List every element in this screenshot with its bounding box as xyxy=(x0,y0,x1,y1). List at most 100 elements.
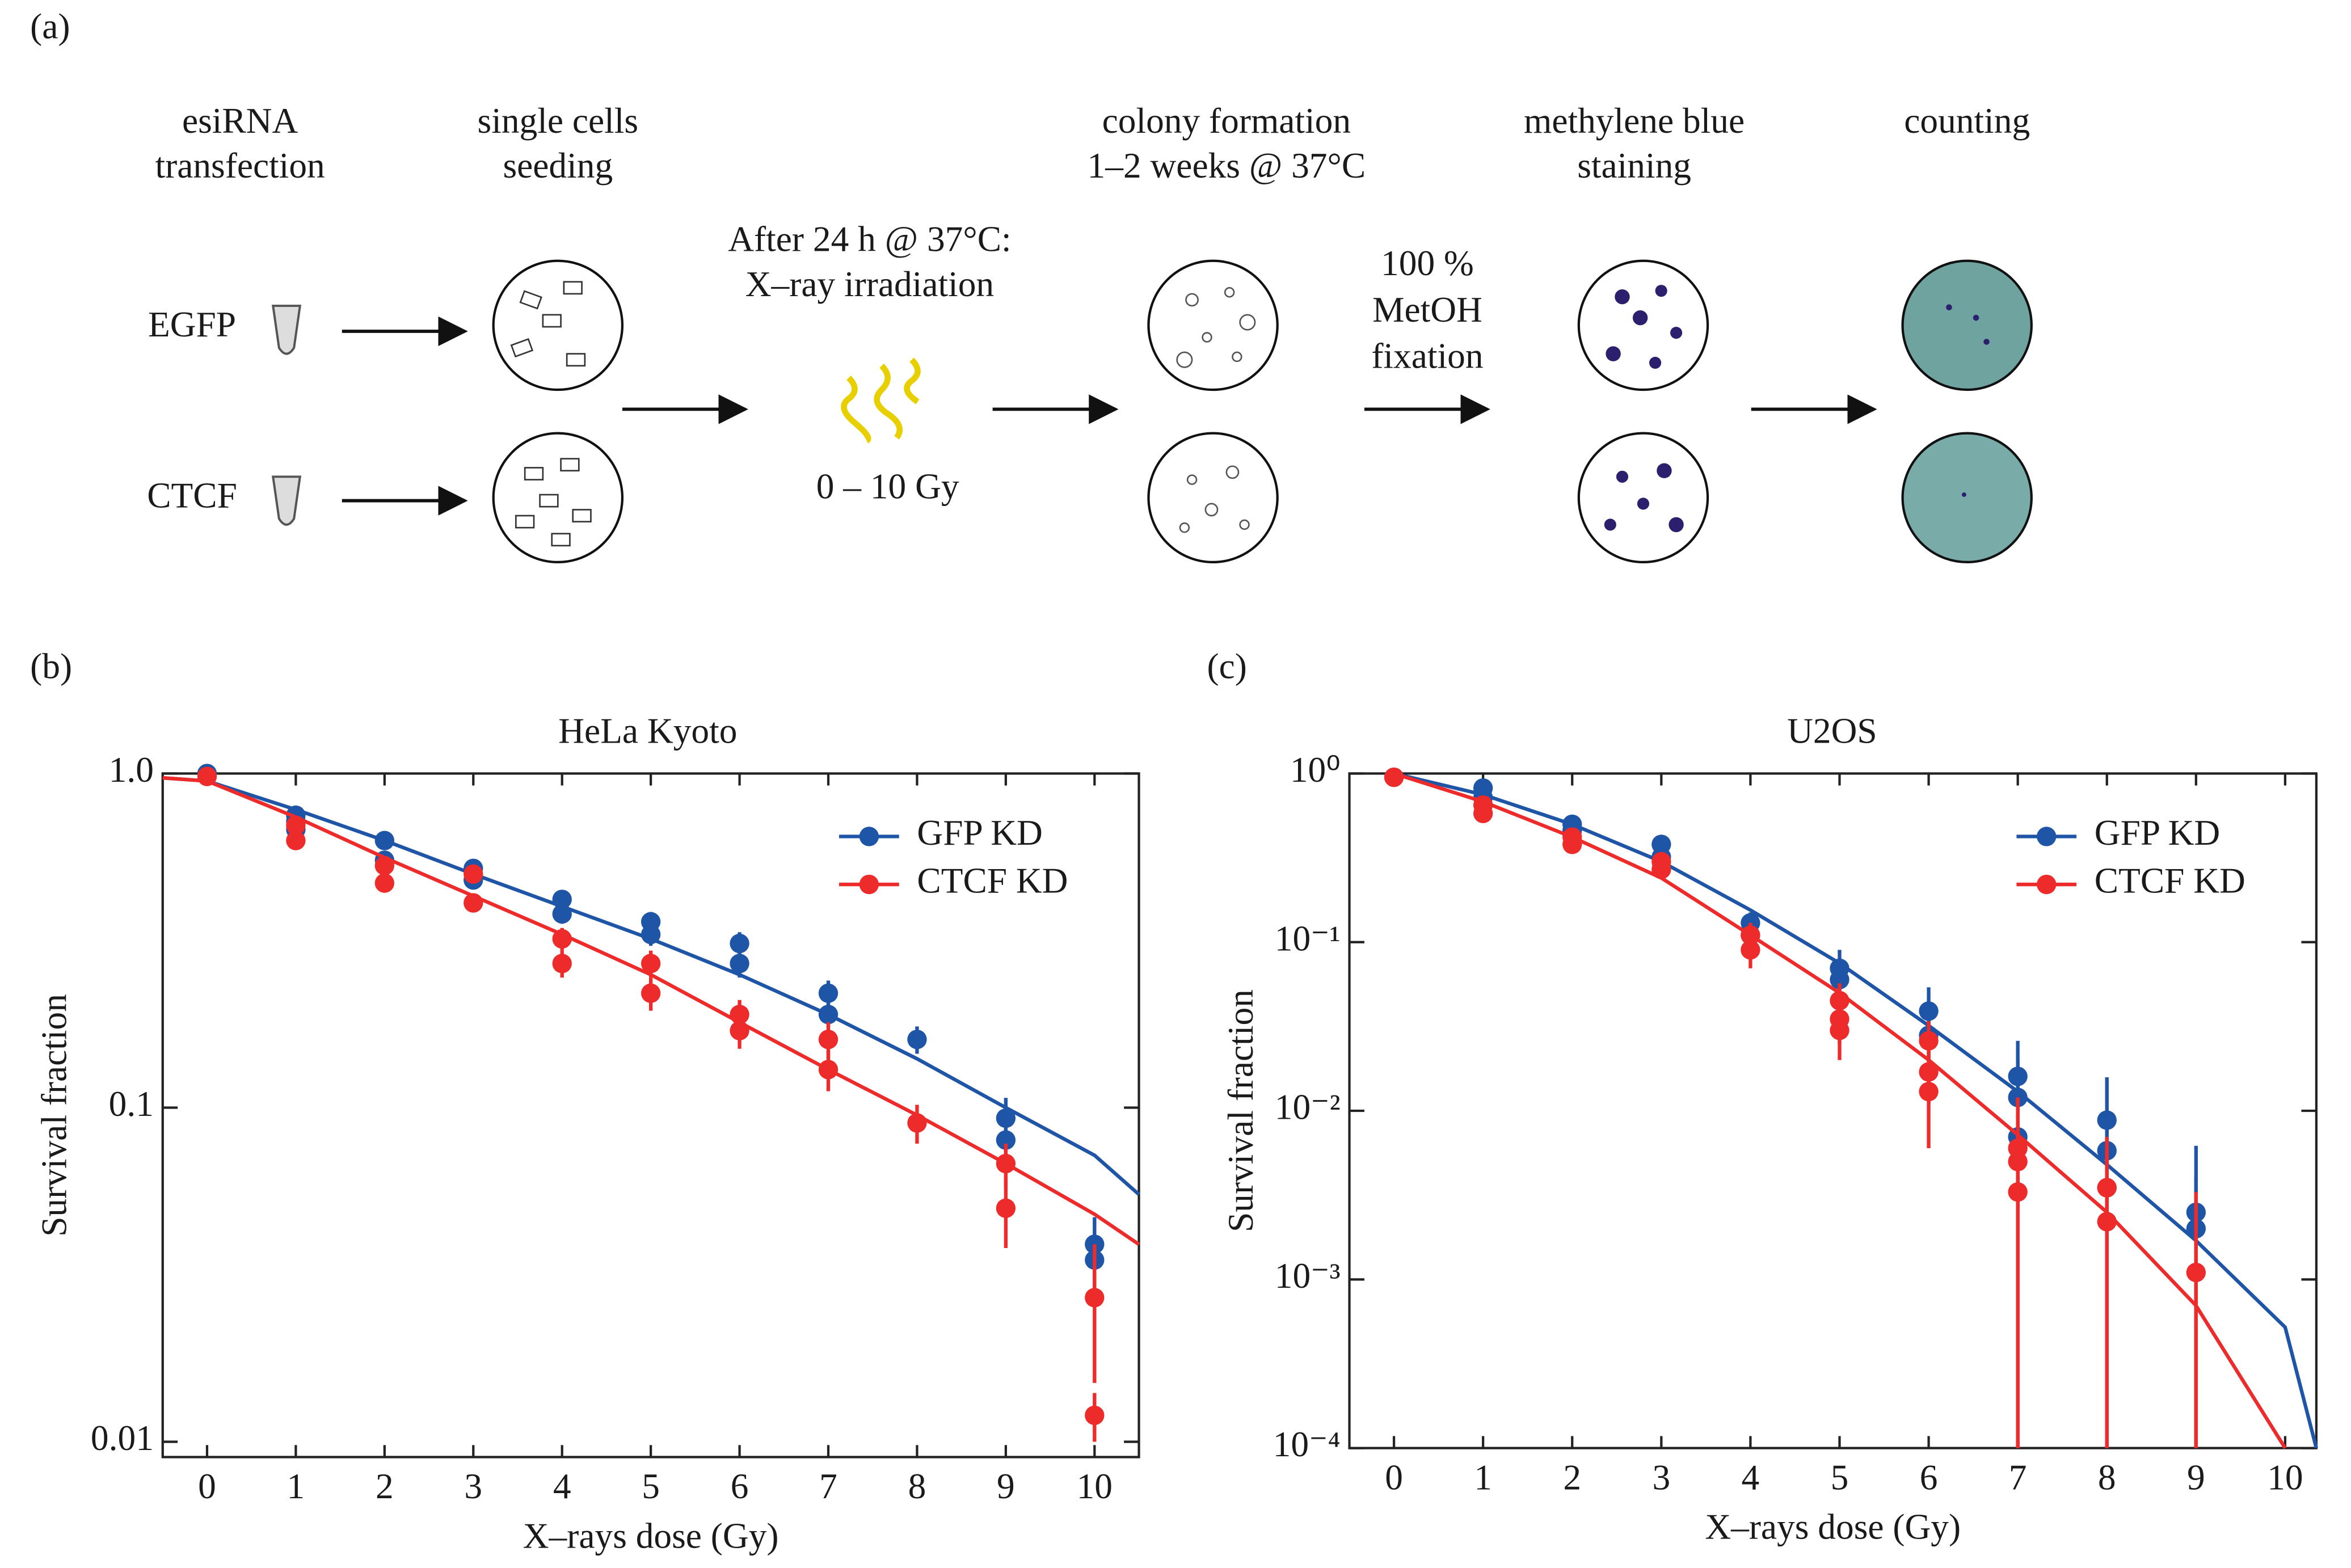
data-point xyxy=(1741,940,1760,960)
data-point xyxy=(818,983,839,1003)
data-point xyxy=(2008,1182,2028,1202)
step-text: MetOH xyxy=(1372,289,1482,330)
colony xyxy=(1606,346,1621,361)
ray xyxy=(874,364,903,440)
dish xyxy=(1147,259,1279,391)
cell xyxy=(566,353,586,367)
arrows xyxy=(342,316,1877,516)
x-tick-label: 4 xyxy=(1742,1457,1760,1497)
colony xyxy=(1232,351,1242,363)
data-point xyxy=(464,893,483,913)
y-tick-label: 10⁻⁴ xyxy=(1273,1424,1341,1464)
dish xyxy=(1901,259,2033,391)
data-point xyxy=(730,933,749,954)
legend-marker xyxy=(2037,874,2057,895)
data-point xyxy=(374,831,395,850)
data-point xyxy=(907,1113,927,1133)
step-text: After 24 h @ 37°C: xyxy=(728,219,1011,259)
x-tick-label: 5 xyxy=(642,1466,660,1506)
y-tick-label: 10⁻² xyxy=(1275,1087,1341,1127)
cell xyxy=(539,494,559,508)
x-tick-label: 2 xyxy=(1563,1457,1581,1497)
colony xyxy=(1186,474,1198,485)
y-tick-label: 1.0 xyxy=(109,749,154,790)
data-point xyxy=(641,924,661,945)
header: methylene blue xyxy=(1524,100,1745,141)
dish xyxy=(1147,432,1279,564)
data-point xyxy=(464,864,483,884)
x-tick-label: 8 xyxy=(908,1466,926,1506)
data-point xyxy=(552,954,572,973)
header: transfection xyxy=(155,145,325,186)
x-tick-label: 0 xyxy=(1385,1457,1403,1497)
colony xyxy=(1961,492,1966,497)
x-tick-label: 3 xyxy=(464,1466,482,1506)
data-point xyxy=(1562,834,1582,854)
data-point xyxy=(1473,803,1493,824)
colony xyxy=(1657,463,1672,478)
x-axis-label: X–rays dose (Gy) xyxy=(523,1515,779,1556)
y-axis-label: Survival fraction xyxy=(33,994,74,1237)
data-point xyxy=(1919,1031,1939,1051)
data-point xyxy=(818,1060,839,1080)
colony xyxy=(1655,285,1667,297)
colony xyxy=(1670,327,1683,339)
x-tick-label: 6 xyxy=(731,1466,749,1506)
colony xyxy=(1204,503,1219,517)
step-text: 100 % xyxy=(1381,243,1474,283)
data-point xyxy=(552,904,572,924)
x-tick-label: 1 xyxy=(1474,1457,1492,1497)
data-point xyxy=(374,855,395,876)
colony xyxy=(1185,293,1199,307)
data-point xyxy=(552,929,572,949)
data-point xyxy=(996,1130,1016,1150)
chart-title: U2OS xyxy=(1787,710,1877,751)
header: seeding xyxy=(503,145,613,186)
cell xyxy=(510,338,534,358)
header: colony formation xyxy=(1102,100,1351,141)
headers: esiRNA transfection single cells seeding… xyxy=(155,100,2030,186)
fit-line xyxy=(1393,772,2318,1449)
colony xyxy=(1615,289,1630,305)
data-point xyxy=(996,1198,1016,1218)
colony xyxy=(1632,310,1648,326)
colony xyxy=(1973,314,1979,321)
colony xyxy=(1239,519,1250,530)
ray xyxy=(904,357,921,404)
legend-label: GFP KD xyxy=(2095,812,2220,853)
chart-title: HeLa Kyoto xyxy=(558,710,737,751)
xray-icon xyxy=(841,357,921,444)
colony xyxy=(1616,470,1629,483)
data-point xyxy=(996,1108,1016,1128)
colony xyxy=(1239,314,1256,331)
legend-label: GFP KD xyxy=(917,812,1042,853)
y-tick-label: 10⁰ xyxy=(1290,749,1341,790)
data-point xyxy=(730,1021,749,1040)
cell xyxy=(551,533,571,547)
data-point xyxy=(1085,1405,1105,1426)
header: 1–2 weeks @ 37°C xyxy=(1088,145,1366,186)
x-tick-label: 3 xyxy=(1652,1457,1670,1497)
cell xyxy=(572,509,592,522)
sample: EGFP xyxy=(148,304,236,344)
colony xyxy=(1202,332,1212,343)
data-point xyxy=(1651,859,1671,879)
colony xyxy=(1224,287,1235,298)
dish xyxy=(492,259,624,391)
data-point xyxy=(996,1153,1016,1174)
x-tick-label: 7 xyxy=(2009,1457,2027,1497)
legend-marker xyxy=(859,827,879,846)
x-tick-label: 7 xyxy=(819,1466,837,1506)
data-point xyxy=(197,766,217,786)
data-point xyxy=(1830,1021,1849,1040)
data-point xyxy=(1085,1288,1105,1308)
data-point xyxy=(641,983,661,1003)
y-tick-label: 0.1 xyxy=(109,1084,154,1124)
data-point xyxy=(1919,1001,1939,1021)
step-text: fixation xyxy=(1371,336,1483,376)
x-tick-label: 2 xyxy=(376,1466,394,1506)
data-point xyxy=(1384,767,1404,787)
x-axis-label: X–rays dose (Gy) xyxy=(1705,1506,1961,1546)
